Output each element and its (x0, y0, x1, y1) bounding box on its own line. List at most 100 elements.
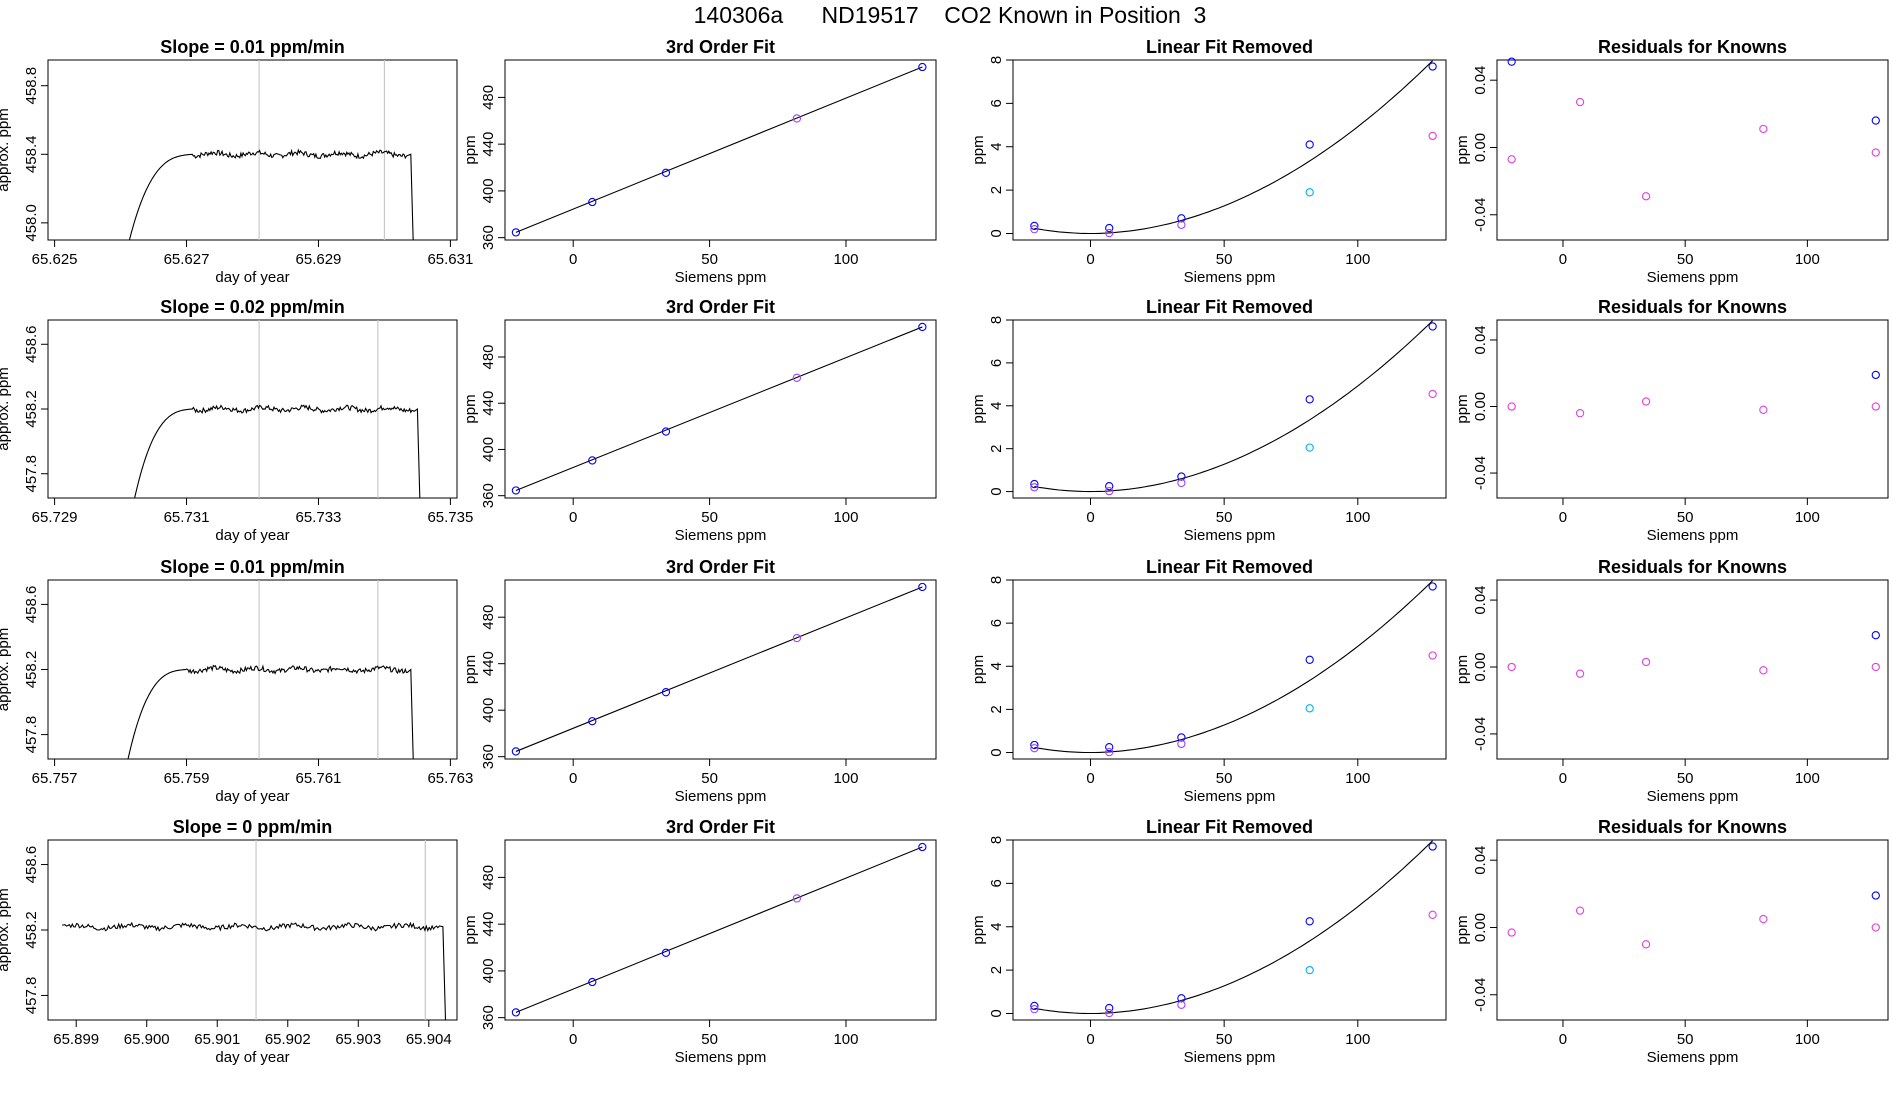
data-point (1305, 140, 1314, 149)
panel-title: Slope = 0.01 ppm/min (160, 557, 345, 577)
y-tick-label: 458.8 (23, 67, 40, 105)
data-point (1177, 1000, 1186, 1009)
data-point (1759, 914, 1768, 924)
y-tick-label: 4 (988, 923, 1005, 931)
y-tick-label: 6 (988, 619, 1005, 627)
y-tick-label: 440 (480, 391, 497, 416)
data-point (511, 747, 521, 756)
x-axis-label: day of year (215, 269, 289, 286)
data-point (1177, 739, 1186, 749)
data-point (1177, 214, 1186, 223)
data-point (1428, 62, 1437, 71)
panel-title: 3rd Order Fit (666, 37, 775, 57)
x-tick-label: 65.759 (164, 770, 210, 787)
y-axis-label: ppm (970, 915, 987, 944)
x-tick-label: 0 (1559, 770, 1567, 787)
y-tick-label: 2 (988, 186, 1005, 194)
x-tick-label: 0 (569, 509, 577, 526)
data-point (1305, 188, 1314, 197)
data-point (661, 427, 671, 436)
data-point (1030, 225, 1039, 234)
y-axis-label: ppm (970, 655, 987, 684)
y-tick-label: 440 (480, 651, 497, 676)
x-tick-label: 65.627 (164, 251, 210, 268)
x-tick-label: 65.629 (296, 251, 342, 268)
y-tick-label: 480 (480, 85, 497, 110)
plot-frame (47, 839, 458, 1021)
y-tick-label: 458.2 (23, 651, 40, 689)
data-point (661, 948, 671, 957)
y-tick-label: -0.04 (1472, 456, 1489, 490)
y-tick-label: 480 (480, 344, 497, 369)
plot-frame (504, 319, 937, 499)
data-point (1428, 389, 1437, 399)
y-tick-label: 4 (988, 143, 1005, 151)
panel-2-2: Linear Fit Removed 0 50 100 0 2 4 6 8 Siemens ppm… (970, 557, 1447, 805)
panel-0-3: Residuals for Knowns 0 50 100 -0.04 0.00 0.04 S… (1454, 37, 1889, 286)
x-tick-label: 65.902 (265, 1031, 311, 1048)
y-tick-label: 0.04 (1472, 585, 1489, 614)
y-tick-label: 0 (988, 229, 1005, 237)
concentration-trace (134, 404, 421, 498)
panel-2-0: Slope = 0.01 ppm/min 65.757 65.759 65.761 65… (0, 557, 473, 805)
data-point (1177, 478, 1186, 488)
panel-title: Residuals for Knowns (1598, 297, 1787, 317)
y-tick-label: -0.04 (1472, 978, 1489, 1012)
y-tick-label: 458.0 (23, 204, 40, 242)
plot-frame (1012, 319, 1447, 499)
y-tick-label: 2 (988, 705, 1005, 713)
y-tick-label: 6 (988, 879, 1005, 887)
y-tick-label: 0 (988, 1009, 1005, 1017)
y-tick-label: 8 (988, 576, 1005, 584)
panel-title: 3rd Order Fit (666, 557, 775, 577)
x-tick-label: 100 (833, 251, 858, 268)
data-point (1428, 582, 1437, 591)
x-axis-label: Siemens ppm (1184, 788, 1276, 805)
data-point (1305, 395, 1314, 404)
plot-frame (1496, 59, 1889, 241)
data-point (1177, 472, 1186, 481)
figure-title: 140306a ND19517 CO2 Known in Position 3 (693, 2, 1207, 28)
plot-frame (1012, 579, 1447, 760)
y-axis-label: approx. ppm (0, 367, 12, 450)
data-point (661, 168, 671, 177)
x-axis-label: Siemens ppm (675, 1049, 767, 1066)
data-point (661, 688, 671, 697)
y-tick-label: 458.2 (23, 390, 40, 428)
data-point (792, 633, 802, 643)
panel-0-0: Slope = 0.01 ppm/min 65.625 65.627 65.629 65… (0, 37, 473, 286)
x-axis-label: Siemens ppm (675, 527, 767, 544)
x-tick-label: 65.904 (406, 1031, 452, 1048)
panel-title: Residuals for Knowns (1598, 37, 1787, 57)
y-axis-label: ppm (970, 135, 987, 164)
panel-1-3: Residuals for Knowns 0 50 100 -0.04 0.00 0.04 S… (1454, 297, 1889, 544)
concentration-trace (62, 921, 447, 1020)
y-tick-label: 8 (988, 316, 1005, 324)
data-point (1305, 655, 1314, 664)
y-tick-label: 458.4 (23, 136, 40, 174)
data-point (1871, 631, 1880, 640)
plot-frame (47, 59, 458, 241)
x-tick-label: 0 (1086, 509, 1094, 526)
y-axis-label: ppm (970, 394, 987, 423)
x-tick-label: 65.731 (164, 509, 210, 526)
x-tick-label: 0 (1559, 251, 1567, 268)
data-point (1030, 744, 1039, 753)
data-point (1641, 397, 1651, 406)
fit-curve (1034, 840, 1433, 1015)
data-point (1105, 486, 1114, 496)
data-point (1428, 651, 1437, 660)
y-tick-label: 360 (480, 1005, 497, 1030)
x-tick-label: 0 (569, 770, 577, 787)
x-tick-label: 50 (1677, 509, 1694, 526)
y-tick-label: 458.6 (23, 846, 40, 884)
data-point (588, 717, 597, 726)
y-axis-label: approx. ppm (0, 628, 12, 711)
x-tick-label: 65.757 (32, 770, 78, 787)
fit-curve (1034, 580, 1433, 754)
x-tick-label: 65.729 (32, 509, 78, 526)
panel-3-0: Slope = 0 ppm/min 65.899 65.900 65.901 65.90… (0, 817, 458, 1066)
x-tick-label: 65.901 (194, 1031, 240, 1048)
x-tick-label: 100 (1345, 770, 1370, 787)
y-axis-label: ppm (462, 394, 479, 423)
